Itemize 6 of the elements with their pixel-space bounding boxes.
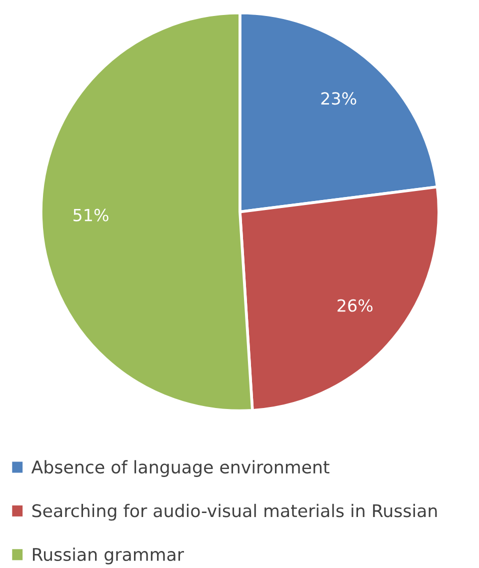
data-label: 26% bbox=[338, 299, 373, 312]
legend-label: Absence of language environment bbox=[31, 460, 330, 477]
data-label: 51% bbox=[74, 208, 108, 222]
legend-label: Russian grammar bbox=[32, 548, 184, 564]
legend-label: Searching for audio-visual materials in Russian bbox=[32, 504, 437, 521]
data-label: 23% bbox=[321, 92, 356, 105]
